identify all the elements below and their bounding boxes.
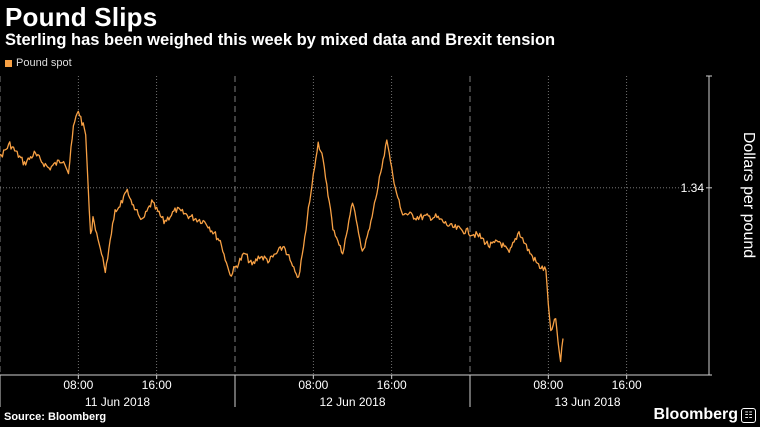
x-date-label: 11 Jun 2018 bbox=[85, 395, 150, 409]
chart-subtitle: Sterling has been weighed this week by m… bbox=[5, 31, 556, 49]
y-axis-label: Dollars per pound bbox=[718, 100, 760, 290]
legend-label: Pound spot bbox=[16, 57, 72, 69]
brand-logo: Bloomberg ☷ bbox=[654, 406, 756, 424]
y-axis-label-text: Dollars per pound bbox=[740, 131, 758, 259]
x-tick-label: 16:00 bbox=[142, 378, 172, 392]
chart-title: Pound Slips bbox=[5, 2, 158, 32]
brand-name: Bloomberg bbox=[653, 406, 738, 423]
y-tick-label: 1.34 bbox=[681, 181, 705, 195]
legend-swatch bbox=[5, 59, 12, 67]
grid bbox=[0, 76, 705, 375]
legend: Pound spot bbox=[5, 57, 72, 69]
x-date-label: 13 Jun 2018 bbox=[554, 395, 620, 409]
series-layer bbox=[0, 110, 564, 363]
source-note: Source: Bloomberg bbox=[4, 411, 107, 423]
axes: 1.34 08:00 16:00 08:00 16:00 08:00 16:00 11 Jun… bbox=[0, 75, 712, 409]
series-line-pound-spot bbox=[0, 110, 564, 363]
x-tick-label: 08:00 bbox=[63, 378, 93, 392]
x-date-label: 12 Jun 2018 bbox=[319, 395, 385, 409]
x-tick-label: 16:00 bbox=[612, 378, 642, 392]
x-tick-label: 08:00 bbox=[298, 378, 328, 392]
x-tick-label: 16:00 bbox=[377, 378, 407, 392]
brand-mark-icon: ☷ bbox=[741, 407, 756, 423]
x-tick-label: 08:00 bbox=[533, 378, 563, 392]
